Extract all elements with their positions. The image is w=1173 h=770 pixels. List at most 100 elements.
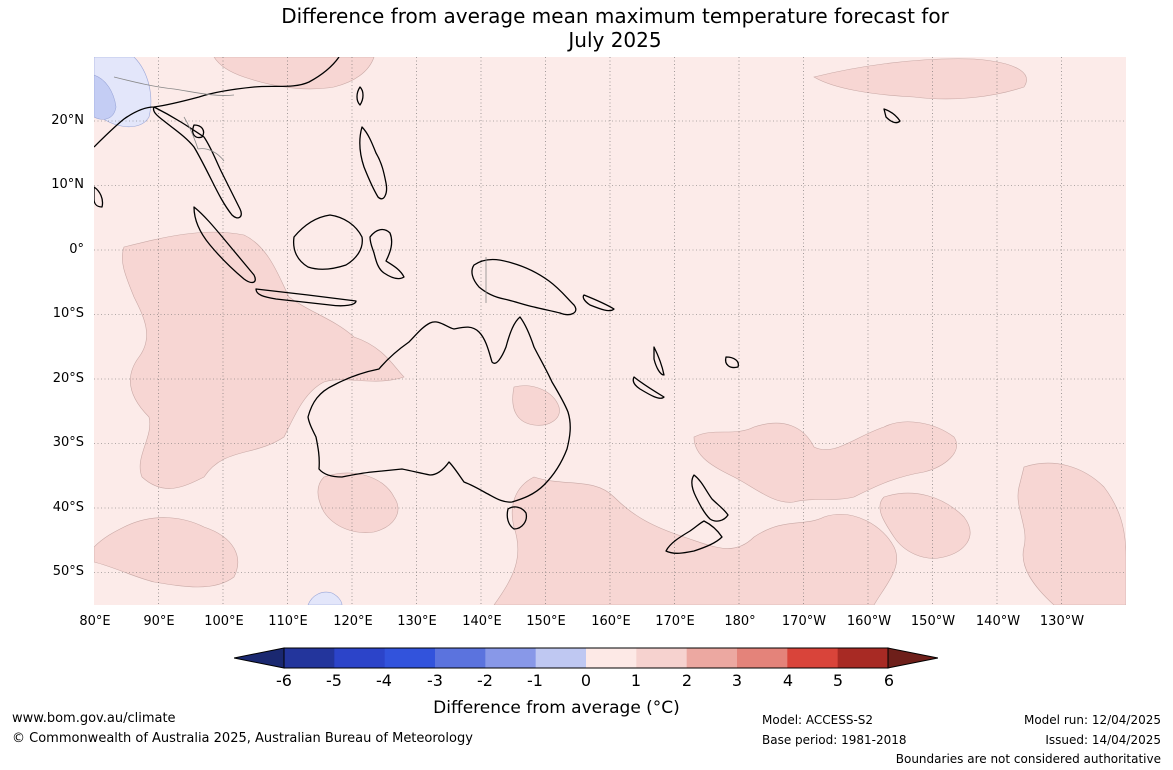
- warm-patch-south-bight: [317, 472, 399, 533]
- colorbar-swatch: [636, 648, 688, 668]
- colorbar-swatch: [485, 648, 537, 668]
- lon-label-150e: 150°E: [526, 614, 566, 629]
- colorbar-swatch: [787, 648, 839, 668]
- map-title-line2: July 2025: [568, 28, 662, 52]
- colorbar-tick-6: 6: [883, 671, 895, 690]
- lat-label-40s: 40°S: [52, 500, 84, 515]
- coastline-hawaii: [883, 108, 901, 124]
- lon-label-180: 180°: [724, 614, 756, 629]
- cool-anomaly-patches: [94, 57, 343, 605]
- colorbar-swatch: [435, 648, 486, 668]
- coastline-asia-mainland: [94, 57, 340, 148]
- colorbar-tick-5: 5: [832, 671, 844, 690]
- colorbar-tick-0: 0: [580, 671, 592, 690]
- coastline-sri-lanka: [94, 186, 104, 208]
- warm-patch-tasman: [493, 476, 897, 605]
- map-svg: [94, 57, 1126, 605]
- warm-patch-indian-ocean: [122, 231, 405, 489]
- coastlines: [94, 57, 901, 554]
- footer-disclaimer: Boundaries are not considered authoritat…: [895, 752, 1161, 766]
- coastline-fiji: [724, 356, 740, 369]
- country-borders: [113, 76, 487, 303]
- lon-label-80e: 80°E: [79, 614, 111, 629]
- lon-label-160w: 160°W: [846, 614, 892, 629]
- lon-label-140e: 140°E: [462, 614, 502, 629]
- cool-patch-southern-ocean: [307, 591, 343, 605]
- colorbar-tick-4: 4: [782, 671, 794, 690]
- colorbar-swatch: [384, 648, 436, 668]
- colorbar-swatch: [686, 648, 738, 668]
- lat-label-10n: 10°N: [51, 177, 84, 192]
- colorbar: [234, 647, 938, 669]
- coastline-indochina: [152, 106, 242, 219]
- warm-anomaly-patches: [94, 57, 1126, 605]
- coastline-hainan: [192, 124, 205, 139]
- warm-patch-central-pacific: [693, 421, 957, 503]
- colorbar-tick-neg6: -6: [276, 671, 292, 690]
- colorbar-swatches: [234, 647, 938, 669]
- warm-patch-north-pacific: [813, 58, 1027, 100]
- lat-label-30s: 30°S: [52, 435, 84, 450]
- coastline-sulawesi: [369, 228, 405, 280]
- colorbar-tick-neg4: -4: [376, 671, 392, 690]
- colorbar-tick-neg3: -3: [427, 671, 443, 690]
- warm-patch-south-indian: [94, 517, 239, 588]
- colorbar-tick-neg1: -1: [527, 671, 543, 690]
- lon-label-120e: 120°E: [333, 614, 373, 629]
- coastline-taiwan: [356, 86, 364, 106]
- coastline-new-zealand-north: [691, 474, 729, 522]
- lon-label-170e: 170°E: [655, 614, 695, 629]
- warm-patch-coral-sea: [512, 385, 560, 426]
- coastline-tasmania: [506, 506, 528, 530]
- coastline-new-caledonia: [632, 376, 665, 399]
- footer-base-period: Base period: 1981-2018: [762, 733, 907, 747]
- colorbar-label-text: Difference from average (°C): [433, 698, 680, 718]
- footer-copyright: © Commonwealth of Australia 2025, Austra…: [12, 731, 473, 746]
- warm-patch-south-central: [879, 492, 971, 559]
- cool-patch-india-core: [94, 74, 117, 120]
- coastline-philippines: [359, 126, 388, 200]
- colorbar-swatch: [535, 648, 587, 668]
- colorbar-over-arrow: [887, 647, 938, 669]
- lat-label-equator: 0°: [69, 242, 84, 257]
- colorbar-swatch: [737, 648, 788, 668]
- coastline-java: [255, 288, 357, 307]
- gridlines: [94, 57, 1126, 605]
- footer-issued: Issued: 14/04/2025: [1045, 733, 1161, 747]
- lon-label-170w: 170°W: [781, 614, 827, 629]
- lat-label-10s: 10°S: [52, 306, 84, 321]
- map-title-line1: Difference from average mean maximum tem…: [281, 4, 949, 28]
- lat-label-20s: 20°S: [52, 371, 84, 386]
- warm-patch-south-east: [1017, 462, 1126, 605]
- coastline-new-guinea: [471, 258, 577, 316]
- footer-website[interactable]: www.bom.gov.au/climate: [12, 711, 176, 726]
- coastline-solomon-islands: [582, 294, 615, 312]
- coastline-borneo: [292, 214, 363, 270]
- coastline-vanuatu: [653, 346, 665, 376]
- lon-label-90e: 90°E: [143, 614, 175, 629]
- footer-model-run: Model run: 12/04/2025: [1023, 713, 1161, 727]
- colorbar-under-arrow: [234, 647, 285, 669]
- lon-label-100e: 100°E: [204, 614, 244, 629]
- lon-label-130w: 130°W: [1039, 614, 1085, 629]
- lon-label-130e: 130°E: [397, 614, 437, 629]
- colorbar-swatch: [586, 648, 637, 668]
- colorbar-outline: [283, 647, 889, 669]
- colorbar-swatch: [837, 648, 889, 668]
- colorbar-label: Difference from average (°C): [0, 698, 1173, 718]
- colorbar-swatch: [334, 648, 386, 668]
- colorbar-tick-1: 1: [630, 671, 642, 690]
- footer-model: Model: ACCESS-S2: [762, 713, 874, 727]
- colorbar-tick-3: 3: [731, 671, 743, 690]
- colorbar-tick-neg5: -5: [326, 671, 342, 690]
- colorbar-tick-2: 2: [681, 671, 693, 690]
- coastline-sumatra: [193, 206, 256, 284]
- warm-patch-east-china-sea: [213, 57, 375, 90]
- map-title: Difference from average mean maximum tem…: [0, 4, 1173, 52]
- lon-label-150w: 150°W: [910, 614, 956, 629]
- forecast-map[interactable]: [94, 57, 1126, 605]
- lon-label-140w: 140°W: [975, 614, 1021, 629]
- colorbar-swatch: [284, 648, 335, 668]
- coastline-australia: [307, 316, 571, 503]
- colorbar-tick-neg2: -2: [477, 671, 493, 690]
